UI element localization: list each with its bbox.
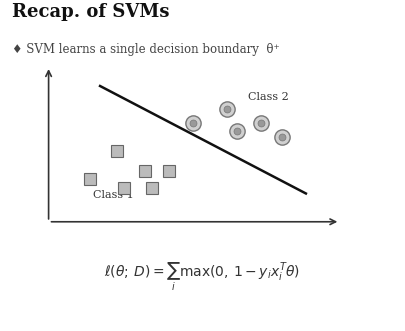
Text: Recap. of SVMs: Recap. of SVMs	[12, 3, 170, 21]
Text: ♦ SVM learns a single decision boundary  θ⁺: ♦ SVM learns a single decision boundary …	[12, 43, 280, 56]
Text: $\ell(\theta;\, D) = \sum_{i} \max(0,\, 1 - y_i x_i^T \theta)$: $\ell(\theta;\, D) = \sum_{i} \max(0,\, …	[104, 260, 301, 293]
Text: Class 2: Class 2	[247, 92, 288, 102]
Text: Class 1: Class 1	[93, 190, 134, 200]
